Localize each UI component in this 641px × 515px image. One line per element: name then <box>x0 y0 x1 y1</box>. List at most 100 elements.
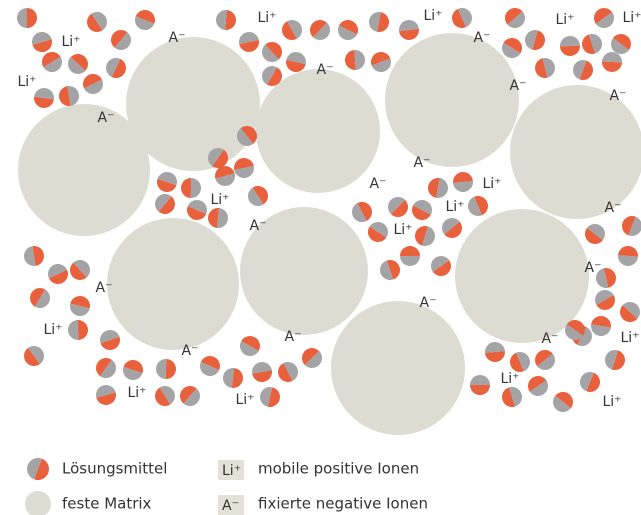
solvent-molecule <box>250 360 273 383</box>
anion-label: A⁻ <box>585 260 602 276</box>
solvent-molecule <box>368 49 394 75</box>
solvent-molecule <box>151 190 179 218</box>
solvent-molecule <box>603 348 628 373</box>
solvent-half <box>215 9 227 30</box>
solvent-molecule <box>452 171 474 193</box>
solvent-half <box>617 255 638 266</box>
cation-label: Li⁺ <box>445 199 464 215</box>
solvent-half <box>77 319 88 339</box>
solvent-molecule <box>549 388 577 416</box>
solvent-molecule <box>232 156 255 179</box>
solvent-molecule <box>156 359 177 380</box>
solvent-molecule <box>275 359 302 386</box>
solvent-half <box>400 256 420 266</box>
solvent-molecule <box>408 196 435 223</box>
solvent-molecule <box>17 8 37 28</box>
legend: Lösungsmittel feste Matrix Li⁺ mobile po… <box>24 455 428 515</box>
solvent-molecule <box>23 245 46 268</box>
solvent-half <box>225 10 237 31</box>
solvent-molecule <box>377 257 402 282</box>
anion-label: A⁻ <box>285 329 302 345</box>
solvent-molecule <box>151 382 179 410</box>
cation-label: Li⁺ <box>43 322 62 338</box>
anion-label: A⁻ <box>370 176 387 192</box>
solvent-half <box>618 245 639 256</box>
solvent-molecule <box>67 319 88 340</box>
solvent-molecule <box>207 207 229 229</box>
solvent-molecule <box>68 294 92 318</box>
matrix-particle <box>331 301 465 435</box>
anion-label: A⁻ <box>414 155 431 171</box>
solvent-half <box>181 178 191 198</box>
solvent-molecule <box>92 354 120 382</box>
solvent-molecule <box>364 218 392 246</box>
solvent-molecule <box>154 169 179 194</box>
solvent-molecule <box>278 16 305 43</box>
solvent-molecule <box>524 372 552 400</box>
solvent-molecule <box>26 284 53 311</box>
solvent-molecule <box>258 385 282 409</box>
cation-label: Li⁺ <box>17 74 36 90</box>
solvent-molecule <box>581 220 609 248</box>
solvent-half <box>67 320 78 340</box>
solvent-molecule <box>570 57 596 83</box>
solvent-molecule <box>66 256 94 284</box>
legend-cation: mobile positive Ionen <box>258 460 419 478</box>
solvent-molecule <box>367 10 390 33</box>
solvent-molecule <box>298 344 326 372</box>
cation-label: Li⁺ <box>602 394 621 410</box>
anion-label: A⁻ <box>169 30 186 46</box>
solvent-molecule <box>20 342 48 370</box>
solvent-molecule <box>465 193 491 219</box>
solvent-molecule <box>30 30 55 55</box>
diagram: Li⁺Li⁺Li⁺Li⁺Li⁺Li⁺Li⁺Li⁺Li⁺Li⁺Li⁺Li⁺Li⁺L… <box>0 0 641 515</box>
anion-label: A⁻ <box>98 110 115 126</box>
cation-label: Li⁺ <box>235 392 254 408</box>
legend-anion: fixierte negative Ionen <box>258 495 428 513</box>
legend-anion-icon: A⁻ <box>222 498 239 514</box>
solvent-molecule <box>438 214 466 242</box>
solvent-molecule <box>484 341 506 363</box>
solvent-molecule <box>427 252 455 280</box>
solvent-half <box>17 8 27 28</box>
solvent-molecule <box>38 48 65 75</box>
solvent-molecule <box>244 182 272 210</box>
solvent-molecule <box>107 26 135 54</box>
solvent-molecule <box>413 224 438 249</box>
solvent-molecule <box>384 193 412 221</box>
solvent-half <box>217 208 229 229</box>
matrix-particle <box>385 33 519 167</box>
solvent-molecule <box>501 4 529 32</box>
anion-label: A⁻ <box>610 88 627 104</box>
solvent-half <box>156 359 167 379</box>
solvent-molecule <box>80 71 107 98</box>
legend-matrix-icon <box>25 491 51 515</box>
solvent-molecule <box>348 198 375 225</box>
solvent-molecule <box>560 36 581 57</box>
cation-label: Li⁺ <box>61 34 80 50</box>
solvent-molecule <box>577 369 603 395</box>
solvent-half <box>470 375 490 385</box>
anion-label: A⁻ <box>542 331 559 347</box>
matrix-particle <box>510 85 641 219</box>
solvent-molecule <box>222 367 244 389</box>
solvent-molecule <box>184 197 210 223</box>
solvent-half <box>27 8 37 28</box>
solvent-half <box>207 207 219 228</box>
cation-label: Li⁺ <box>423 8 442 24</box>
solvent-half <box>485 351 506 363</box>
anion-label: A⁻ <box>474 30 491 46</box>
solvent-half <box>560 36 580 47</box>
anion-label: A⁻ <box>317 62 334 78</box>
solvent-molecule <box>64 50 92 78</box>
anion-label: A⁻ <box>96 280 113 296</box>
cation-label: Li⁺ <box>500 371 519 387</box>
anion-label: A⁻ <box>420 295 437 311</box>
cation-label: Li⁺ <box>555 12 574 28</box>
matrix-particle <box>18 104 150 236</box>
solvent-molecule <box>533 56 557 80</box>
solvent-molecule <box>617 245 638 266</box>
matrix-particle <box>256 69 380 193</box>
solvent-molecule <box>132 7 158 33</box>
cation-label: Li⁺ <box>257 10 276 26</box>
